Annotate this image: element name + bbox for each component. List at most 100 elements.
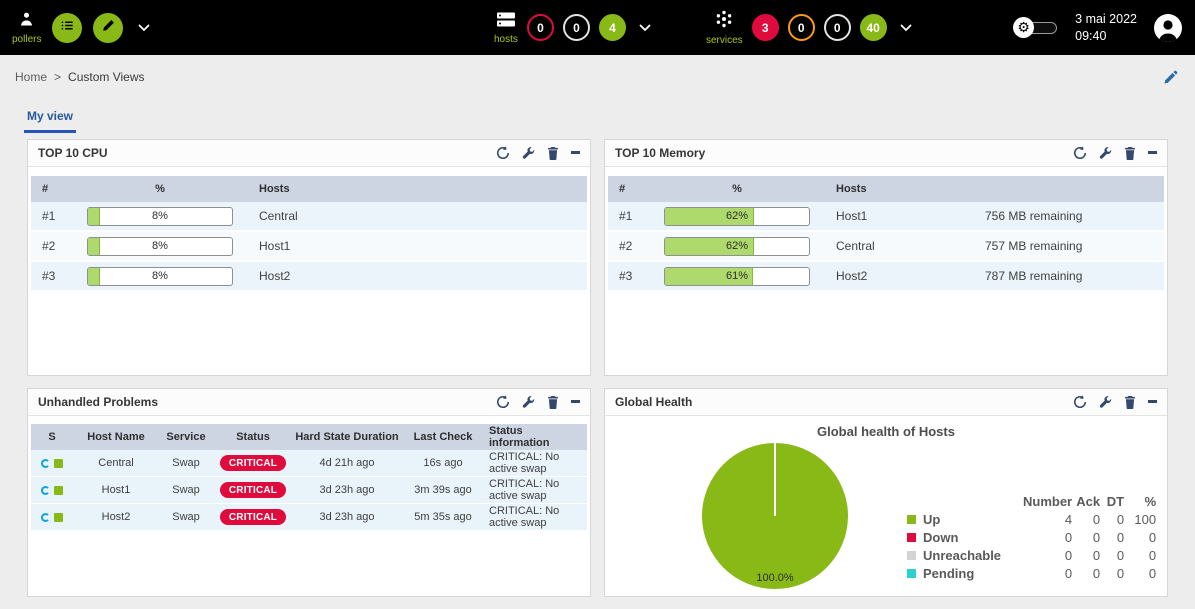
last-check-cell: 16s ago [401, 450, 485, 477]
trash-icon[interactable] [1124, 395, 1136, 409]
services-warning-badge[interactable]: 0 [787, 14, 815, 41]
progress-bar: 8% [87, 206, 233, 226]
widget-title: TOP 10 Memory [615, 146, 706, 160]
hosts-up-badge[interactable]: 4 [598, 14, 626, 41]
refresh-icon[interactable] [1073, 146, 1087, 160]
host-name-link[interactable]: Host2 [73, 504, 159, 531]
legend-number: 0 [1064, 565, 1073, 581]
column-header-remaining [984, 176, 1164, 202]
table-row: Host2 Swap CRITICAL 3d 23h ago 5m 35s ag… [31, 504, 587, 531]
widget-top10-memory: TOP 10 Memory # % Hosts #1 [604, 139, 1168, 376]
table-row: #1 62% Host1 756 MB remaining [608, 202, 1164, 232]
centreon-icon[interactable] [41, 458, 50, 468]
legend-row-down: Down 0 0 0 0 [905, 528, 1158, 546]
table-row: Host1 Swap CRITICAL 3d 23h ago 3m 39s ag… [31, 477, 587, 504]
wrench-icon[interactable] [1099, 395, 1112, 409]
status-badge: CRITICAL [219, 455, 287, 471]
host-name-link[interactable]: Central [73, 450, 159, 477]
legend-header-row: Number Ack DT % [905, 492, 1158, 510]
hosts-label: hosts [494, 33, 518, 45]
services-menu[interactable]: services [706, 9, 743, 46]
rank-cell: #2 [608, 232, 654, 262]
legend-pct: 0 [1148, 529, 1157, 545]
refresh-icon[interactable] [1073, 395, 1087, 409]
table-row: #3 8% Host2 [31, 262, 587, 292]
services-status-section: services 3 0 0 40 [706, 0, 916, 55]
minimize-icon[interactable] [1148, 400, 1157, 404]
services-ok-badge[interactable]: 40 [859, 14, 887, 41]
minimize-icon[interactable] [571, 400, 580, 404]
widget-top10-cpu: TOP 10 CPU # % Hosts #1 [27, 139, 591, 376]
remaining-cell: 756 MB remaining [984, 202, 1164, 232]
pollers-expand-chevron[interactable] [134, 15, 154, 41]
legend-label: Down [923, 529, 959, 545]
legend-label: Unreachable [923, 547, 1002, 563]
up-swatch [907, 514, 916, 524]
hosts-unreachable-badge[interactable]: 0 [562, 14, 590, 41]
hosts-expand-chevron[interactable] [635, 15, 655, 41]
host-up-square-icon [54, 458, 63, 468]
hosts-down-badge[interactable]: 0 [526, 14, 554, 41]
topbar-right-section: ⚙ 3 mai 2022 09:40 [1013, 0, 1183, 55]
progress-label: 8% [152, 209, 168, 222]
services-critical-badge[interactable]: 3 [751, 14, 779, 41]
pollers-menu[interactable]: pollers [12, 11, 41, 45]
minimize-icon[interactable] [571, 151, 580, 155]
widget-actions [1073, 146, 1157, 160]
widget-header: Global Health [605, 389, 1167, 416]
trash-icon[interactable] [1124, 146, 1136, 160]
pollers-label: pollers [12, 33, 42, 45]
wrench-icon[interactable] [522, 395, 535, 409]
trash-icon[interactable] [547, 395, 559, 409]
tab-my-view[interactable]: My view [24, 103, 77, 133]
chevron-down-icon [900, 19, 912, 37]
column-header-hosts: Hosts [820, 176, 984, 202]
chevron-down-icon [639, 19, 651, 37]
edit-view-button[interactable] [1161, 68, 1180, 87]
breadcrumb-home-link[interactable]: Home [15, 70, 48, 84]
services-unknown-badge[interactable]: 0 [823, 14, 851, 41]
percent-cell: 8% [77, 232, 243, 262]
status-badge: CRITICAL [219, 509, 287, 525]
hosts-health-pie: 100.0% [700, 441, 850, 591]
rank-cell: #3 [31, 262, 77, 292]
progress-bar: 8% [87, 236, 233, 256]
legend-header-ack: Ack [1076, 493, 1101, 509]
centreon-icon[interactable] [41, 512, 50, 522]
centreon-icon[interactable] [41, 485, 50, 495]
health-legend: Number Ack DT % Up 4 0 0 100 Down 0 [905, 492, 1158, 582]
cpu-table: # % Hosts #1 8% Central [31, 176, 587, 292]
gear-icon: ⚙ [1013, 17, 1035, 38]
user-avatar[interactable] [1153, 13, 1183, 43]
refresh-icon[interactable] [496, 146, 510, 160]
percent-cell: 8% [77, 262, 243, 292]
refresh-icon[interactable] [496, 395, 510, 409]
hosts-status-section: hosts 0 0 4 [494, 0, 655, 55]
minimize-icon[interactable] [1148, 151, 1157, 155]
service-link[interactable]: Swap [159, 450, 213, 477]
user-icon [1154, 13, 1182, 42]
wrench-icon[interactable] [522, 146, 535, 160]
host-name-link[interactable]: Host1 [73, 477, 159, 504]
legend-dt: 0 [1116, 547, 1125, 563]
poller-config-button[interactable] [93, 12, 124, 43]
host-cell: Host1 [243, 232, 587, 262]
legend-ack: 0 [1092, 529, 1101, 545]
service-link[interactable]: Swap [159, 504, 213, 531]
legend-header-pct: % [1144, 493, 1157, 509]
progress-fill [665, 267, 753, 285]
legend-ack: 0 [1092, 565, 1101, 581]
column-header-s: S [31, 424, 73, 450]
legend-number: 0 [1064, 547, 1073, 563]
poller-list-button[interactable] [52, 12, 83, 43]
pending-swatch [907, 568, 916, 578]
services-expand-chevron[interactable] [896, 15, 916, 41]
widget-actions [496, 395, 580, 409]
status-info-cell: CRITICAL: No active swap [485, 504, 587, 531]
wrench-icon[interactable] [1099, 146, 1112, 160]
table-row: #2 62% Central 757 MB remaining [608, 232, 1164, 262]
hosts-menu[interactable]: hosts [494, 11, 518, 45]
trash-icon[interactable] [547, 146, 559, 160]
service-link[interactable]: Swap [159, 477, 213, 504]
settings-toggle[interactable]: ⚙ [1013, 17, 1059, 38]
